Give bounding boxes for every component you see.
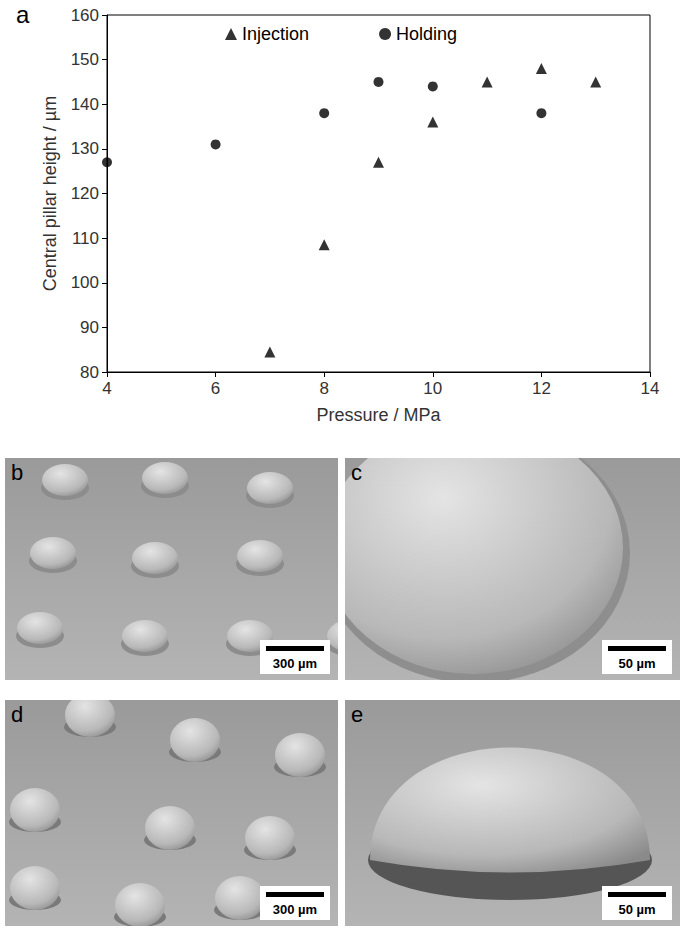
svg-text:4: 4	[102, 379, 111, 398]
svg-text:100: 100	[71, 273, 99, 292]
svg-text:120: 120	[71, 184, 99, 203]
svg-text:50 µm: 50 µm	[618, 902, 655, 917]
svg-text:Pressure / MPa: Pressure / MPa	[316, 405, 441, 425]
svg-text:160: 160	[71, 6, 99, 25]
svg-text:12: 12	[532, 379, 551, 398]
svg-text:14: 14	[641, 379, 660, 398]
svg-text:Holding: Holding	[396, 24, 457, 44]
svg-text:150: 150	[71, 50, 99, 69]
svg-text:130: 130	[71, 139, 99, 158]
svg-text:b: b	[11, 460, 23, 485]
svg-text:90: 90	[80, 318, 99, 337]
svg-text:8: 8	[319, 379, 328, 398]
svg-text:300 µm: 300 µm	[273, 902, 317, 917]
svg-text:80: 80	[80, 363, 99, 382]
svg-text:e: e	[351, 702, 363, 727]
svg-text:140: 140	[71, 95, 99, 114]
svg-text:c: c	[351, 460, 362, 485]
svg-text:a: a	[16, 1, 30, 28]
svg-text:50 µm: 50 µm	[618, 656, 655, 671]
svg-text:Central pillar height / µm: Central pillar height / µm	[40, 96, 60, 291]
svg-text:10: 10	[423, 379, 442, 398]
svg-text:300 µm: 300 µm	[273, 656, 317, 671]
svg-text:d: d	[11, 702, 23, 727]
svg-text:Injection: Injection	[242, 24, 309, 44]
svg-text:110: 110	[72, 229, 99, 248]
svg-text:6: 6	[211, 379, 220, 398]
